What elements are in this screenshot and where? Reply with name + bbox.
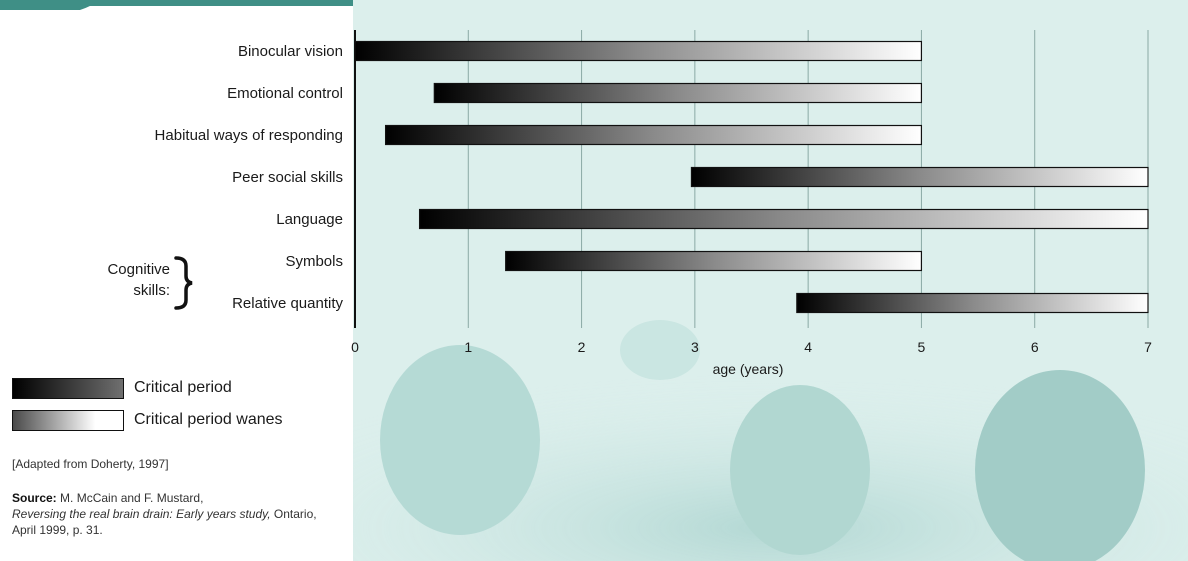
x-tick-label: 7 [1144, 339, 1152, 355]
category-label: Symbols [285, 253, 343, 270]
x-axis-ticks: 0 1 2 3 4 5 6 7 [351, 339, 1152, 355]
legend-item-critical-period-wanes: Critical period wanes [12, 408, 283, 432]
top-band-tab [0, 0, 100, 10]
x-tick-label: 0 [351, 339, 359, 355]
cognitive-skills-group: Cognitive skills: [107, 256, 193, 310]
legend: Critical period Critical period wanes [12, 376, 283, 440]
x-tick-label: 6 [1031, 339, 1039, 355]
background-photo [353, 320, 1188, 561]
category-label: Peer social skills [232, 169, 343, 186]
bar [354, 40, 923, 62]
source-notes: [Adapted from Doherty, 1997] Source: M. … [12, 456, 342, 538]
bar [796, 292, 1149, 314]
bar [505, 250, 923, 272]
bar [418, 208, 1149, 230]
category-label: Relative quantity [232, 295, 343, 312]
group-label-line1: Cognitive [107, 261, 170, 278]
bar [433, 82, 923, 104]
x-tick-label: 3 [691, 339, 699, 355]
group-brace [174, 256, 193, 310]
group-label-line2: skills: [133, 282, 170, 299]
legend-swatch-critical-period [12, 377, 124, 399]
x-tick-label: 5 [918, 339, 926, 355]
category-label: Emotional control [227, 85, 343, 102]
x-tick-label: 1 [464, 339, 472, 355]
source-title: Reversing the real brain drain: Early ye… [12, 507, 271, 521]
source-citation: Source: M. McCain and F. Mustard, Revers… [12, 490, 342, 538]
legend-item-critical-period: Critical period [12, 376, 283, 400]
category-label: Language [276, 211, 343, 228]
legend-label: Critical period [134, 379, 232, 396]
x-axis-label: age (years) [713, 361, 784, 377]
legend-swatch-critical-period-wanes [12, 409, 124, 431]
source-rest: Ontario, April 1999, p. 31. [12, 507, 317, 537]
source-label: Source: [12, 491, 57, 505]
category-labels: Binocular vision Emotional control Habitua… [155, 43, 344, 312]
bar [690, 166, 1149, 188]
x-tick-label: 4 [804, 339, 812, 355]
legend-label: Critical period wanes [134, 411, 283, 428]
category-label: Habitual ways of responding [155, 127, 343, 144]
source-authors: M. McCain and F. Mustard, [60, 491, 204, 505]
category-label: Binocular vision [238, 43, 343, 60]
bar [384, 124, 923, 146]
bars [354, 40, 1149, 314]
x-tick-label: 2 [578, 339, 586, 355]
adapted-note: [Adapted from Doherty, 1997] [12, 457, 169, 471]
